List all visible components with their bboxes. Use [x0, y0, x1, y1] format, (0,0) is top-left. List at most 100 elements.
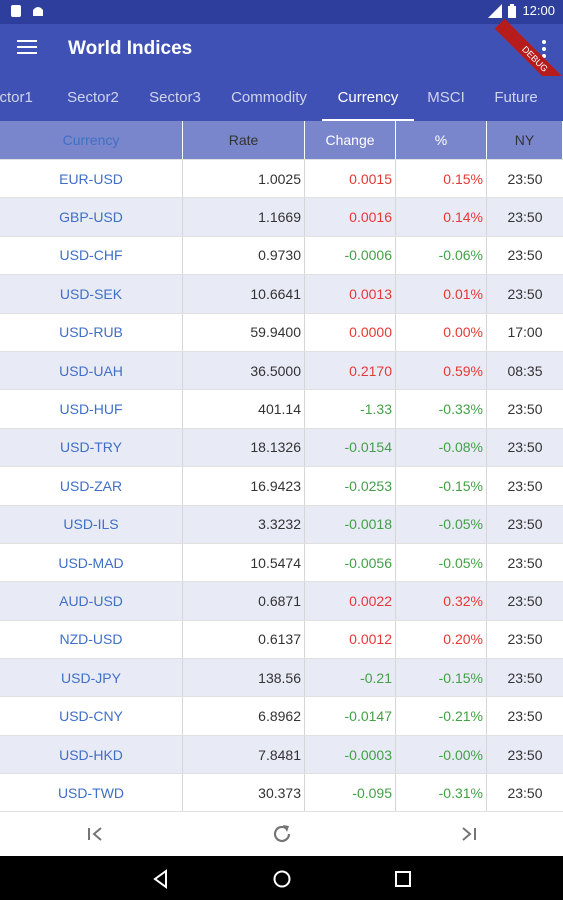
currency-pair-link[interactable]: USD-RUB	[0, 313, 183, 351]
percent-cell: -0.05%	[396, 505, 487, 543]
table-row[interactable]: USD-TWD 30.373 -0.095 -0.31% 23:50	[0, 774, 563, 811]
percent-cell: -0.31%	[396, 774, 487, 811]
column-header-change[interactable]: Change	[305, 121, 396, 159]
home-icon[interactable]	[271, 868, 293, 890]
ny-time-cell: 23:50	[507, 516, 543, 533]
rate-cell: 1.1669	[183, 198, 305, 236]
percent-cell: -0.08%	[396, 428, 487, 467]
table-row[interactable]: USD-HKD 7.8481 -0.0003 -0.00% 23:50	[0, 735, 563, 775]
table-row[interactable]: USD-ZAR 16.9423 -0.0253 -0.15% 23:50	[0, 467, 563, 506]
signal-icon	[488, 3, 503, 18]
ny-time-cell: 23:50	[507, 285, 543, 302]
percent-cell: -0.06%	[396, 236, 487, 275]
ny-time-cell: 23:50	[507, 631, 543, 648]
table-header: Currency Rate Change % NY	[0, 121, 563, 160]
system-nav-bar	[0, 856, 563, 900]
rate-cell: 3.3232	[183, 505, 305, 543]
percent-cell: -0.33%	[396, 390, 487, 428]
rate-cell: 0.9730	[183, 236, 305, 275]
tab-currency[interactable]: Currency	[322, 76, 414, 121]
change-cell: -0.0056	[305, 543, 396, 582]
tab-future[interactable]: Future	[494, 89, 538, 106]
currency-table: Currency Rate Change % NY EUR-USD 1.0025 0…	[0, 121, 563, 811]
change-cell: 0.0015	[305, 160, 396, 198]
currency-pair-link[interactable]: USD-CNY	[0, 697, 183, 735]
rate-cell: 6.8962	[183, 697, 305, 735]
table-row[interactable]: USD-RUB 59.9400 0.0000 0.00% 17:00	[0, 313, 563, 352]
more-options-icon[interactable]	[541, 40, 547, 60]
column-header-rate[interactable]: Rate	[183, 121, 305, 159]
table-row[interactable]: USD-UAH 36.5000 0.2170 0.59% 08:35	[0, 351, 563, 391]
column-header-percent[interactable]: %	[396, 121, 487, 159]
currency-pair-link[interactable]: USD-TWD	[0, 774, 183, 811]
back-icon[interactable]	[150, 868, 172, 890]
ny-time-cell: 08:35	[507, 362, 543, 379]
tab-commodity[interactable]: Commodity	[231, 89, 307, 106]
tab-msci[interactable]: MSCI	[427, 89, 465, 106]
app-bar: World Indices DEBUG	[0, 18, 563, 100]
recents-icon[interactable]	[392, 868, 414, 890]
rate-cell: 0.6871	[183, 582, 305, 620]
ny-time-cell: 23:50	[507, 401, 543, 418]
ny-time-cell: 23:50	[507, 439, 543, 456]
table-row[interactable]: EUR-USD 1.0025 0.0015 0.15% 23:50	[0, 160, 563, 199]
table-row[interactable]: NZD-USD 0.6137 0.0012 0.20% 23:50	[0, 620, 563, 660]
table-row[interactable]: GBP-USD 1.1669 0.0016 0.14% 23:50	[0, 198, 563, 237]
percent-cell: 0.59%	[396, 351, 487, 390]
table-row[interactable]: USD-TRY 18.1326 -0.0154 -0.08% 23:50	[0, 428, 563, 468]
refresh-icon[interactable]	[270, 822, 294, 846]
currency-pair-link[interactable]: USD-HUF	[0, 390, 183, 428]
currency-pair-link[interactable]: EUR-USD	[0, 160, 183, 198]
table-row[interactable]: USD-MAD 10.5474 -0.0056 -0.05% 23:50	[0, 543, 563, 583]
rate-cell: 401.14	[183, 390, 305, 428]
change-cell: -0.21	[305, 659, 396, 697]
menu-icon[interactable]	[17, 40, 37, 58]
ny-time-cell: 23:50	[507, 669, 543, 686]
table-row[interactable]: USD-JPY 138.56 -0.21 -0.15% 23:50	[0, 659, 563, 698]
table-row[interactable]: USD-ILS 3.3232 -0.0018 -0.05% 23:50	[0, 505, 563, 544]
currency-pair-link[interactable]: USD-ILS	[0, 505, 183, 543]
ny-time-cell: 17:00	[507, 324, 543, 341]
currency-pair-link[interactable]: NZD-USD	[0, 620, 183, 659]
percent-cell: -0.05%	[396, 543, 487, 582]
currency-pair-link[interactable]: USD-JPY	[0, 659, 183, 697]
tab-sector3[interactable]: Sector3	[149, 89, 201, 106]
skip-previous-icon[interactable]	[83, 822, 107, 846]
table-row[interactable]: USD-CHF 0.9730 -0.0006 -0.06% 23:50	[0, 236, 563, 276]
skip-next-icon[interactable]	[457, 822, 481, 846]
table-row[interactable]: USD-SEK 10.6641 0.0013 0.01% 23:50	[0, 275, 563, 314]
percent-cell: -0.15%	[396, 659, 487, 697]
table-row[interactable]: AUD-USD 0.6871 0.0022 0.32% 23:50	[0, 582, 563, 621]
rate-cell: 7.8481	[183, 735, 305, 774]
currency-pair-link[interactable]: USD-TRY	[0, 428, 183, 467]
change-cell: -1.33	[305, 390, 396, 428]
ny-time-cell: 23:50	[507, 784, 543, 801]
currency-pair-link[interactable]: USD-MAD	[0, 543, 183, 582]
currency-pair-link[interactable]: USD-HKD	[0, 735, 183, 774]
change-cell: -0.095	[305, 774, 396, 811]
column-header-ny[interactable]: NY	[487, 121, 563, 159]
column-header-currency[interactable]: Currency	[0, 121, 183, 159]
tab-sector1[interactable]: Sector1	[0, 89, 33, 106]
change-cell: 0.0013	[305, 275, 396, 313]
table-row[interactable]: USD-CNY 6.8962 -0.0147 -0.21% 23:50	[0, 697, 563, 736]
currency-pair-link[interactable]: USD-SEK	[0, 275, 183, 313]
currency-pair-link[interactable]: USD-UAH	[0, 351, 183, 390]
percent-cell: 0.32%	[396, 582, 487, 620]
currency-pair-link[interactable]: USD-ZAR	[0, 467, 183, 505]
clock: 12:00	[522, 3, 555, 18]
currency-pair-link[interactable]: AUD-USD	[0, 582, 183, 620]
android-icon	[33, 7, 43, 16]
rate-cell: 10.5474	[183, 543, 305, 582]
table-row[interactable]: USD-HUF 401.14 -1.33 -0.33% 23:50	[0, 390, 563, 429]
change-cell: -0.0154	[305, 428, 396, 467]
currency-pair-link[interactable]: GBP-USD	[0, 198, 183, 236]
tab-sector2[interactable]: Sector2	[67, 89, 119, 106]
ny-time-cell: 23:50	[507, 554, 543, 571]
rate-cell: 18.1326	[183, 428, 305, 467]
change-cell: 0.0016	[305, 198, 396, 236]
currency-pair-link[interactable]: USD-CHF	[0, 236, 183, 275]
change-cell: -0.0253	[305, 467, 396, 505]
ny-time-cell: 23:50	[507, 247, 543, 264]
percent-cell: 0.14%	[396, 198, 487, 236]
